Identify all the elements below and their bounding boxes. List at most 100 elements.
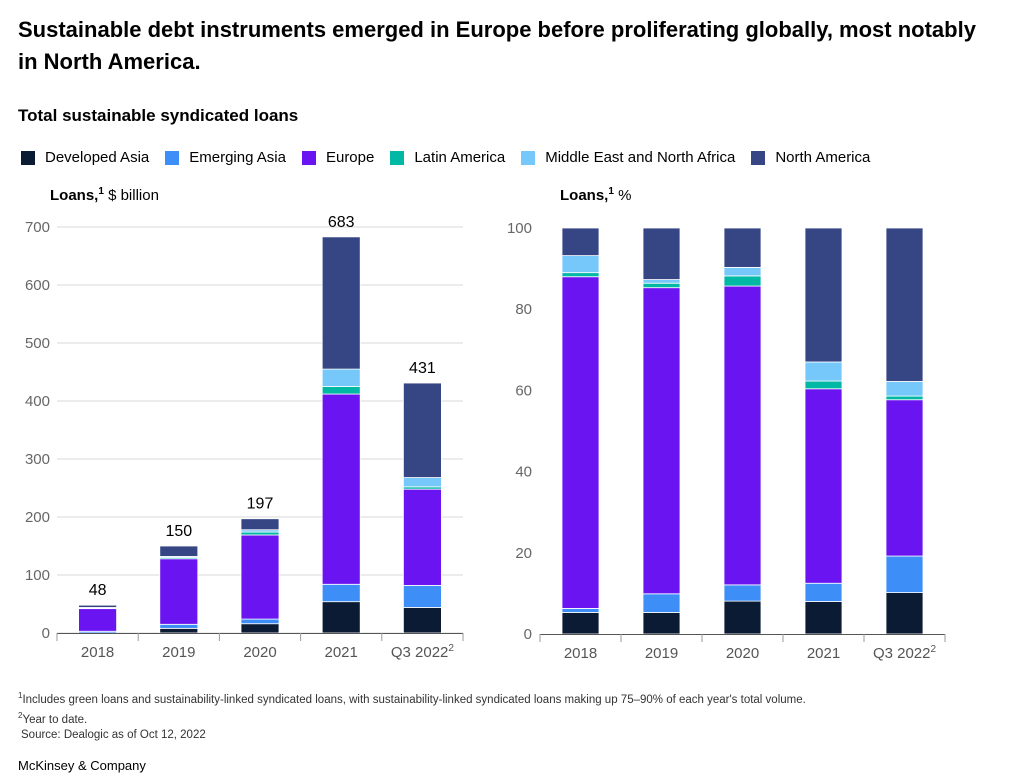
source-note: Source: Dealogic as of Oct 12, 2022: [18, 728, 806, 743]
bar-segment-developed-asia-2019: [642, 612, 681, 635]
bar-segment-north-america-2021: [804, 227, 843, 363]
bar-segment-emerging-asia-2019: [642, 593, 681, 613]
y-tick-label: 300: [25, 451, 50, 468]
bar-total-label: 48: [89, 582, 107, 599]
legend-swatch: [521, 150, 536, 165]
x-tick-label: 2018: [81, 644, 114, 661]
x-tick-label: 2021: [325, 644, 358, 661]
bar-segment-latin-america-2021: [321, 386, 361, 395]
bar-segment-north-america-2020: [240, 518, 280, 531]
brand-logo-text: McKinsey & Company: [18, 758, 146, 773]
y-axis-label: Loans,1 %: [560, 186, 631, 204]
bar-segment-europe-2021: [321, 393, 361, 585]
y-tick-label: 700: [25, 219, 50, 236]
bar-total-label: 197: [247, 496, 274, 513]
bar-segment-latin-america-2018: [561, 272, 600, 278]
bar-segment-north-america-2020: [723, 227, 762, 268]
y-tick-label: 40: [515, 464, 532, 481]
footnote-2: 2Year to date.: [18, 710, 88, 726]
x-tick-label: 2021: [807, 645, 840, 662]
bar-segment-emerging-asia-q3-2022: [885, 555, 924, 593]
legend-label: Middle East and North Africa: [545, 149, 736, 166]
legend-swatch: [390, 150, 405, 165]
bar-total-label: 683: [328, 214, 355, 231]
bar-segment-north-america-2021: [321, 236, 361, 370]
bar-segment-middle-east-and-north-africa-2019: [642, 279, 681, 284]
bar-segment-emerging-asia-2020: [240, 618, 280, 625]
x-tick-label: 2020: [243, 644, 276, 661]
y-tick-label: 80: [515, 301, 532, 318]
x-tick-label: Q3 20222: [391, 643, 455, 661]
y-tick-label: 60: [515, 382, 532, 399]
bar-segment-emerging-asia-2019: [159, 623, 199, 629]
x-tick-label: Q3 20222: [873, 644, 937, 662]
y-tick-label: 0: [524, 626, 532, 643]
legend-label: Emerging Asia: [189, 149, 286, 166]
x-tick-label: 2019: [645, 645, 678, 662]
legend-item-europe: Europe: [301, 149, 375, 166]
bar-segment-europe-2020: [723, 285, 762, 586]
bar-segment-north-america-2019: [642, 227, 681, 280]
y-tick-label: 100: [507, 220, 532, 237]
legend-label: Europe: [325, 149, 375, 166]
legend: Developed Asia Emerging Asia Europe Lati…: [21, 149, 870, 166]
bar-segment-middle-east-and-north-africa-2021: [804, 361, 843, 382]
legend-item-emerging-asia: Emerging Asia: [165, 149, 286, 166]
bar-segment-latin-america-2019: [642, 282, 681, 289]
legend-item-developed-asia: Developed Asia: [21, 149, 149, 166]
bar-segment-north-america-2018: [78, 604, 117, 608]
bar-segment-developed-asia-q3-2022: [885, 592, 924, 635]
x-tick-label: 2020: [726, 645, 759, 662]
legend-swatch: [21, 150, 35, 165]
bar-segment-europe-2019: [642, 287, 681, 595]
bar-segment-north-america-q3-2022: [885, 227, 924, 382]
bar-segment-europe-2020: [240, 534, 280, 620]
y-tick-label: 500: [25, 335, 50, 352]
bar-segment-emerging-asia-2021: [321, 583, 361, 603]
bar-total-label: 150: [165, 523, 192, 540]
bar-segment-europe-q3-2022: [402, 488, 442, 586]
bar-segment-developed-asia-2020: [723, 600, 762, 635]
bar-segment-europe-2018: [561, 276, 600, 609]
bar-segment-europe-2019: [159, 558, 199, 625]
y-tick-label: 0: [42, 625, 50, 642]
bar-segment-emerging-asia-q3-2022: [402, 585, 442, 608]
legend-label: Developed Asia: [45, 149, 150, 166]
legend-label: North America: [775, 149, 871, 166]
x-tick-label: 2019: [162, 644, 195, 661]
bar-segment-developed-asia-2021: [804, 601, 843, 635]
bar-segment-north-america-2019: [159, 545, 199, 557]
bar-segment-middle-east-and-north-africa-2018: [561, 255, 600, 274]
legend-item-latin-america: Latin America: [390, 149, 505, 166]
bar-segment-middle-east-and-north-africa-2020: [723, 266, 762, 277]
y-tick-label: 600: [25, 277, 50, 294]
bar-segment-latin-america-2020: [723, 275, 762, 287]
bar-segment-developed-asia-2020: [240, 623, 280, 634]
legend-label: Latin America: [414, 149, 506, 166]
bar-segment-developed-asia-2018: [561, 612, 600, 635]
footnote-1-text: Includes green loans and sustainability-…: [22, 693, 806, 706]
legend-swatch: [751, 150, 766, 165]
bar-segment-middle-east-and-north-africa-q3-2022: [885, 381, 924, 397]
bar-segment-europe-q3-2022: [885, 399, 924, 557]
legend-swatch: [165, 150, 180, 165]
bar-segment-latin-america-q3-2022: [885, 395, 924, 401]
bar-segment-latin-america-2020: [240, 531, 280, 536]
bar-segment-developed-asia-2021: [321, 601, 361, 634]
bar-segment-developed-asia-q3-2022: [402, 607, 442, 634]
bar-segment-latin-america-2021: [804, 380, 843, 390]
footnote-2-text: Year to date.: [22, 713, 88, 726]
y-axis-label: Loans,1 $ billion: [50, 186, 159, 204]
y-tick-label: 400: [25, 393, 50, 410]
bar-segment-emerging-asia-2018: [561, 608, 600, 613]
chart-title: Sustainable debt instruments emerged in …: [18, 17, 976, 74]
bar-segment-emerging-asia-2021: [804, 582, 843, 602]
chart-subtitle: Total sustainable syndicated loans: [18, 106, 299, 125]
legend-item-north-america: North America: [751, 149, 870, 166]
bar-segment-middle-east-and-north-africa-q3-2022: [402, 477, 442, 488]
bar-segment-europe-2018: [78, 608, 117, 632]
y-tick-label: 200: [25, 509, 50, 526]
source-text: Source: Dealogic as of Oct 12, 2022: [21, 728, 206, 741]
bar-segment-developed-asia-2019: [159, 627, 199, 634]
